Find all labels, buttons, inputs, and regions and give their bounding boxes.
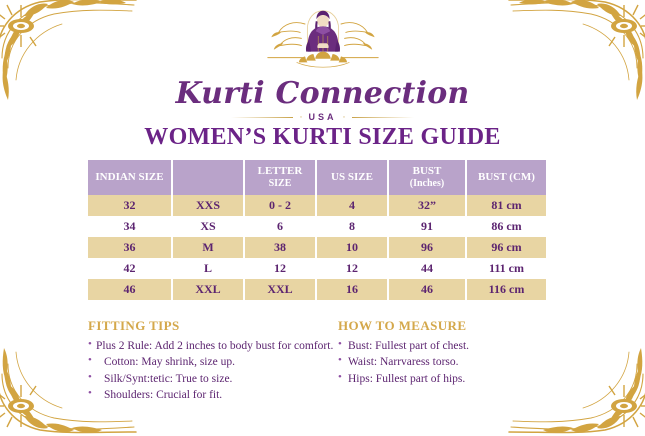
brand-usa-row: · USA ·	[0, 112, 645, 122]
cell-bust-inches: 46	[388, 279, 467, 300]
cell-indian-size: 46	[88, 279, 173, 300]
column-header-sublabel: (Inches)	[409, 178, 445, 190]
list-item: Plus 2 Rule: Add 2 inches to body bust f…	[88, 337, 338, 354]
table-header-row: INDIAN SIZE LETTER SIZE US SIZE BUST (In…	[88, 160, 546, 195]
list-item: Shoulders: Crucial for fit.	[88, 386, 338, 403]
usa-rule-left	[231, 116, 294, 118]
how-to-measure-list: Bust: Fullest part of chest. Waist: Narr…	[338, 337, 558, 387]
column-header-blank	[172, 160, 245, 195]
column-header-label: LETTER	[257, 165, 303, 178]
cell-us-size: 12	[316, 258, 389, 279]
column-header-indian-size: INDIAN SIZE	[88, 160, 173, 195]
cell-bust-cm: 111 cm	[466, 258, 546, 279]
cell-bust-cm: 96 cm	[466, 237, 546, 258]
list-item: Waist: Narrvaress torso.	[338, 353, 558, 370]
cell-size-code: XS	[172, 216, 245, 237]
table-row: 42 L 12 12 44 111 cm	[88, 258, 546, 279]
column-header-bust-inches: BUST (Inches)	[388, 160, 467, 195]
cell-us-size: 10	[316, 237, 389, 258]
cell-us-size: 8	[316, 216, 389, 237]
usa-dot-left: ·	[299, 112, 303, 122]
fitting-tips-column: FITTING TIPS Plus 2 Rule: Add 2 inches t…	[88, 318, 338, 403]
cell-bust-cm: 116 cm	[466, 279, 546, 300]
cell-indian-size: 36	[88, 237, 173, 258]
cell-letter-size: 0 - 2	[244, 195, 317, 216]
brand-logo: Kurti Connection · USA ·	[0, 6, 645, 122]
table-row: 46 XXL XXL 16 46 116 cm	[88, 279, 546, 300]
cell-us-size: 16	[316, 279, 389, 300]
cell-letter-size: 38	[244, 237, 317, 258]
cell-letter-size: 6	[244, 216, 317, 237]
cell-us-size: 4	[316, 195, 389, 216]
column-header-label: BUST	[412, 165, 442, 178]
list-item: Silk/Synt:tetic: True to size.	[88, 370, 338, 387]
column-header-label: INDIAN SIZE	[95, 171, 164, 184]
table-row: 32 XXS 0 - 2 4 32” 81 cm	[88, 195, 546, 216]
fitting-tips-heading: FITTING TIPS	[88, 318, 180, 333]
column-header-us-size: US SIZE	[316, 160, 389, 195]
info-section: FITTING TIPS Plus 2 Rule: Add 2 inches t…	[88, 318, 558, 403]
brand-name: Kurti Connection	[175, 76, 470, 111]
fitting-tips-list: Plus 2 Rule: Add 2 inches to body bust f…	[88, 337, 338, 403]
brand-region: USA	[308, 112, 337, 122]
usa-dot-right: ·	[342, 112, 346, 122]
column-header-label: BUST (CM)	[478, 171, 535, 184]
column-header-letter-size: LETTER SIZE	[244, 160, 317, 195]
list-item: Bust: Fullest part of chest.	[338, 337, 558, 354]
cell-size-code: L	[172, 258, 245, 279]
cell-indian-size: 42	[88, 258, 173, 279]
cell-size-code: M	[172, 237, 245, 258]
cell-bust-inches: 44	[388, 258, 467, 279]
cell-size-code: XXL	[172, 279, 245, 300]
page-title: WOMEN’S KURTI SIZE GUIDE	[144, 124, 501, 150]
column-header-bust-cm: BUST (CM)	[466, 160, 546, 195]
how-to-measure-heading: HOW TO MEASURE	[338, 318, 467, 333]
cell-letter-size: XXL	[244, 279, 317, 300]
cell-bust-cm: 81 cm	[466, 195, 546, 216]
cell-bust-cm: 86 cm	[466, 216, 546, 237]
size-chart-table: INDIAN SIZE LETTER SIZE US SIZE BUST (In…	[88, 160, 546, 300]
how-to-measure-column: HOW TO MEASURE Bust: Fullest part of che…	[338, 318, 558, 403]
woman-in-kurti-crest-icon	[266, 10, 379, 68]
cell-size-code: XXS	[172, 195, 245, 216]
cell-letter-size: 12	[244, 258, 317, 279]
column-header-label: US SIZE	[331, 171, 373, 184]
cell-bust-inches: 91	[388, 216, 467, 237]
column-header-sublabel: SIZE	[268, 178, 292, 190]
cell-bust-inches: 96	[388, 237, 467, 258]
cell-bust-inches: 32”	[388, 195, 467, 216]
usa-rule-right	[351, 116, 414, 118]
list-item: Hips: Fullest part of hips.	[338, 370, 558, 387]
list-item: Cotton: May shrink, size up.	[88, 353, 338, 370]
table-row: 36 M 38 10 96 96 cm	[88, 237, 546, 258]
cell-indian-size: 34	[88, 216, 173, 237]
table-row: 34 XS 6 8 91 86 cm	[88, 216, 546, 237]
cell-indian-size: 32	[88, 195, 173, 216]
